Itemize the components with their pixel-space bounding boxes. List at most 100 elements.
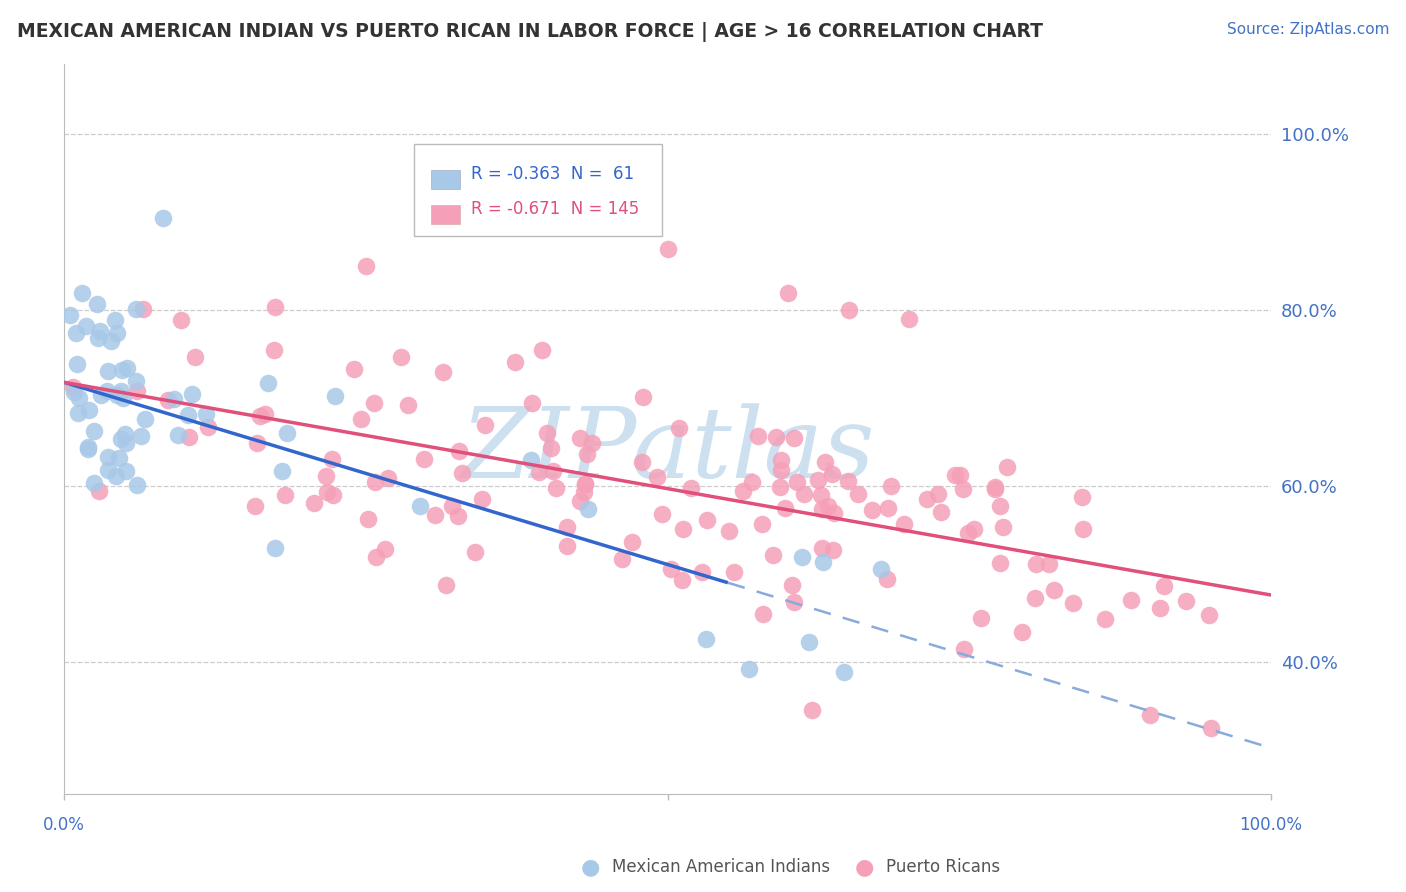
Point (576, 502, 599, 516)
Point (520, 396, 543, 410)
Point (67, 391, 90, 405)
Point (105, 387, 128, 401)
Point (1094, 612, 1116, 626)
Point (321, 452, 343, 467)
Point (354, 259, 377, 273)
Point (441, 500, 464, 514)
Point (811, 555, 834, 569)
Point (811, 501, 834, 516)
Point (170, 313, 193, 327)
Point (569, 494, 592, 508)
Point (181, 387, 204, 401)
Point (389, 351, 412, 365)
Point (1139, 707, 1161, 722)
Point (773, 501, 796, 516)
Point (953, 642, 976, 657)
Point (110, 384, 132, 398)
FancyBboxPatch shape (415, 145, 662, 235)
Point (315, 484, 337, 499)
Point (810, 488, 832, 502)
Point (1174, 593, 1197, 607)
Text: 100.0%: 100.0% (1240, 815, 1302, 834)
Point (769, 453, 792, 467)
Point (322, 488, 344, 502)
Point (581, 435, 603, 450)
Point (621, 534, 644, 549)
Point (723, 565, 745, 579)
Point (274, 488, 297, 502)
Point (409, 500, 432, 514)
Point (769, 480, 792, 494)
Text: R = -0.671  N = 145: R = -0.671 N = 145 (471, 200, 640, 219)
Point (108, 450, 131, 465)
Point (541, 464, 564, 478)
Point (555, 539, 578, 553)
Point (134, 411, 156, 425)
Point (860, 503, 883, 517)
Point (631, 455, 654, 469)
Point (807, 473, 830, 487)
Point (848, 487, 870, 501)
Point (177, 430, 200, 444)
Point (105, 326, 128, 341)
Point (991, 520, 1014, 534)
Point (100, 334, 122, 348)
Point (62, 385, 84, 400)
Point (77, 441, 100, 455)
Point (304, 496, 326, 510)
Point (62, 380, 84, 394)
Point (377, 471, 399, 485)
Point (957, 525, 980, 540)
Point (817, 499, 839, 513)
Point (695, 632, 717, 646)
Point (814, 455, 837, 469)
Point (929, 505, 952, 519)
Point (821, 543, 844, 558)
Point (969, 611, 991, 625)
Point (633, 390, 655, 404)
Point (927, 487, 949, 501)
Point (1121, 592, 1143, 607)
Point (363, 396, 385, 410)
Point (363, 475, 385, 489)
Point (898, 312, 921, 326)
Point (114, 435, 136, 450)
Point (1024, 591, 1046, 606)
Point (249, 409, 271, 423)
Point (1199, 721, 1222, 735)
Text: ●: ● (581, 857, 600, 877)
Point (125, 375, 148, 389)
Point (132, 302, 155, 317)
Point (264, 541, 287, 555)
Point (194, 407, 217, 421)
Point (254, 407, 277, 421)
Point (447, 509, 470, 524)
Point (83, 475, 105, 490)
Point (1153, 579, 1175, 593)
Point (995, 459, 1018, 474)
Point (837, 474, 859, 488)
Point (115, 361, 138, 376)
Point (893, 516, 915, 531)
Text: Puerto Ricans: Puerto Ricans (886, 858, 1000, 876)
Point (86, 297, 108, 311)
Point (823, 506, 845, 520)
Point (786, 475, 808, 490)
Point (540, 441, 562, 455)
Point (783, 431, 806, 445)
Point (83, 424, 105, 438)
Text: ZIPatlas: ZIPatlas (460, 403, 875, 499)
Point (447, 444, 470, 458)
Point (413, 451, 436, 466)
Point (75, 319, 97, 334)
Point (1042, 583, 1064, 598)
Point (963, 522, 986, 536)
Point (245, 500, 267, 514)
Point (1071, 491, 1094, 505)
Point (692, 566, 714, 580)
Point (374, 542, 396, 557)
Point (531, 343, 554, 358)
Text: MEXICAN AMERICAN INDIAN VS PUERTO RICAN IN LABOR FORCE | AGE > 16 CORRELATION CH: MEXICAN AMERICAN INDIAN VS PUERTO RICAN … (17, 22, 1043, 42)
Point (464, 545, 486, 559)
Point (555, 520, 578, 534)
